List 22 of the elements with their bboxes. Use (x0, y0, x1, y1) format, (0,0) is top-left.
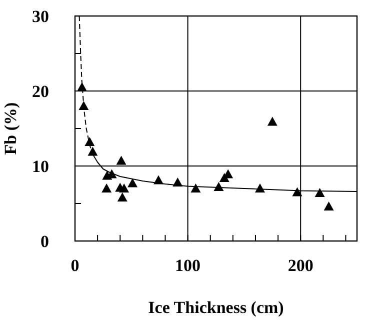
point (128, 178, 138, 188)
y-tick-label: 20 (32, 82, 49, 101)
x-tick-label: 200 (288, 256, 314, 275)
point (267, 116, 278, 126)
y-tick-label: 0 (40, 232, 49, 251)
point (76, 82, 87, 92)
y-tick-label: 10 (32, 156, 49, 176)
y-axis-title: Fb (%) (1, 102, 20, 155)
x-tick-label: 100 (175, 256, 201, 275)
point (117, 192, 128, 202)
y-tick-label: 30 (32, 6, 49, 26)
point (190, 184, 201, 192)
point (324, 202, 334, 210)
point (102, 184, 112, 192)
x-axis-title: Ice Thickness (cm) (148, 298, 284, 317)
point (314, 188, 325, 197)
point (88, 146, 98, 156)
point (292, 187, 302, 196)
x-tick-label: 0 (70, 256, 80, 275)
point (116, 156, 126, 165)
point (119, 184, 130, 192)
point (84, 137, 95, 146)
